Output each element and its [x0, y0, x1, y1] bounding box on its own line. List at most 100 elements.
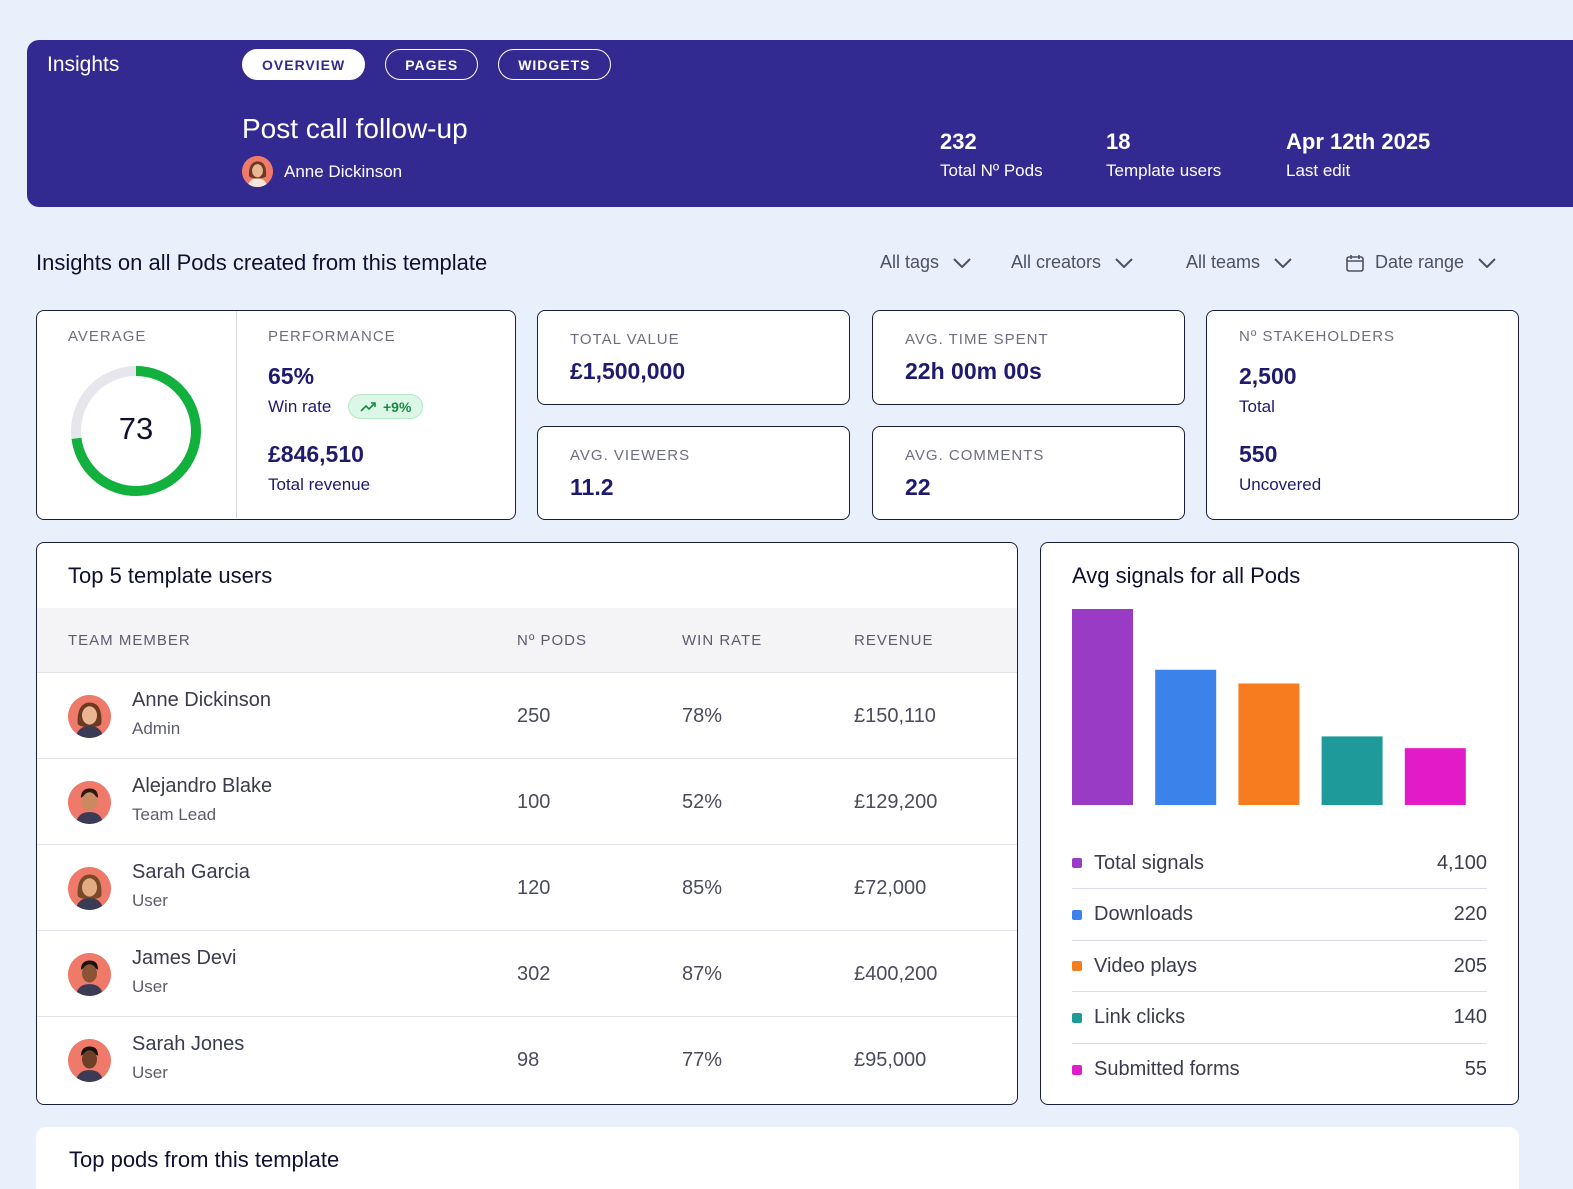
win-rate-delta-badge: +9% [348, 394, 424, 419]
legend-item: Link clicks 140 [1072, 993, 1487, 1044]
win-rate-value: 65% [268, 363, 315, 389]
legend-item: Submitted forms 55 [1072, 1044, 1487, 1095]
legend-swatch [1072, 858, 1082, 868]
signals-card: Avg signals for all Pods Total signals 4,… [1040, 542, 1519, 1105]
total-value-card: TOTAL VALUE £1,500,000 [537, 310, 850, 405]
legend-label: Video plays [1094, 954, 1198, 977]
chevron-down-icon [953, 257, 971, 268]
pods-cell: 100 [517, 791, 551, 813]
win-rate-cell: 87% [682, 963, 723, 985]
pods-cell: 120 [517, 877, 551, 899]
revenue-cell: £400,200 [854, 963, 938, 985]
top-pods-card: Top pods from this template [36, 1127, 1519, 1189]
revenue-cell: £150,110 [854, 705, 936, 727]
table-row[interactable]: Alejandro Blake Team Lead 100 52% £129,200 [37, 759, 1017, 845]
avg-comments-value: 22 [905, 474, 931, 500]
bar-link-clicks [1321, 736, 1383, 805]
legend-swatch [1072, 961, 1082, 971]
win-rate-cell: 77% [682, 1049, 723, 1071]
tab-overview[interactable]: OVERVIEW [242, 49, 366, 80]
bar-submitted-forms [1404, 748, 1466, 805]
legend-value: 55 [1464, 1058, 1487, 1080]
avatar [68, 867, 111, 910]
legend-value: 140 [1453, 1006, 1487, 1028]
divider [236, 311, 237, 518]
owner-avatar [242, 156, 273, 187]
avg-time-value: 22h 00m 00s [905, 358, 1042, 384]
filter-teams[interactable]: All teams [1186, 252, 1292, 273]
revenue-cell: £129,200 [854, 791, 938, 813]
legend-label: Link clicks [1094, 1006, 1186, 1028]
avatar [68, 1039, 111, 1082]
legend-label: Total signals [1094, 851, 1205, 874]
revenue-value: £846,510 [268, 441, 364, 467]
legend-item: Video plays 205 [1072, 941, 1487, 992]
revenue-cell: £95,000 [854, 1049, 927, 1071]
chevron-down-icon [1274, 257, 1292, 268]
revenue-cell: £72,000 [854, 877, 927, 899]
legend-swatch [1072, 1012, 1082, 1023]
stat-template-users: 18 Template users [1106, 129, 1222, 180]
member-role: Admin [132, 719, 181, 738]
filter-creators[interactable]: All creators [1011, 252, 1133, 273]
users-table-card: Top 5 template users TEAM MEMBER Nº PODS… [36, 542, 1018, 1105]
performance-card: AVERAGE 73 PERFORMANCE 65% Win rate +9% … [36, 310, 516, 520]
pods-cell: 302 [517, 963, 551, 985]
stat-total-pods: 232 Total Nº Pods [940, 129, 1043, 180]
win-rate-cell: 85% [682, 877, 723, 899]
bar-video-plays [1238, 683, 1300, 805]
member-name: Sarah Garcia [132, 861, 250, 883]
table-header: TEAM MEMBER Nº PODS WIN RATE REVENUE [37, 608, 1017, 673]
revenue-label: Total revenue [268, 475, 371, 494]
tab-pages[interactable]: PAGES [385, 49, 479, 80]
legend-item: Downloads 220 [1072, 890, 1487, 941]
stakeholders-total-value: 2,500 [1239, 363, 1297, 389]
top-pods-title: Top pods from this template [69, 1147, 340, 1172]
win-rate-label: Win rate [268, 397, 332, 416]
win-rate-cell: 78% [682, 705, 723, 727]
tab-widgets[interactable]: WIDGETS [498, 49, 611, 80]
chevron-down-icon [1478, 257, 1496, 268]
legend-label: Downloads [1094, 903, 1193, 925]
pods-cell: 250 [517, 705, 551, 727]
app-title: Insights [47, 53, 120, 76]
legend-value: 4,100 [1436, 851, 1487, 874]
table-row[interactable]: Sarah Jones User 98 77% £95,000 [37, 1017, 1017, 1103]
performance-label: PERFORMANCE [268, 328, 396, 345]
total-value: £1,500,000 [570, 358, 686, 384]
avg-time-card: AVG. TIME SPENT 22h 00m 00s [872, 310, 1185, 405]
pods-cell: 98 [517, 1049, 540, 1071]
avg-comments-card: AVG. COMMENTS 22 [872, 426, 1185, 520]
average-gauge [71, 366, 201, 496]
filter-date-range[interactable]: Date range [1346, 252, 1496, 273]
avatar [68, 953, 111, 996]
table-row[interactable]: Anne Dickinson Admin 250 78% £150,110 [37, 673, 1017, 759]
member-name: James Devi [132, 947, 237, 969]
legend-swatch [1072, 1064, 1082, 1075]
member-role: Team Lead [132, 805, 217, 824]
page-title: Post call follow-up [242, 113, 468, 144]
filter-tags[interactable]: All tags [880, 252, 971, 273]
legend-value: 205 [1453, 954, 1487, 977]
table-row[interactable]: Sarah Garcia User 120 85% £72,000 [37, 845, 1017, 931]
signals-bar-chart [1072, 609, 1466, 805]
win-rate-cell: 52% [682, 791, 723, 813]
avg-viewers-card: AVG. VIEWERS 11.2 [537, 426, 850, 520]
avatar [68, 781, 111, 824]
calendar-icon [1346, 254, 1364, 272]
trend-up-icon [360, 402, 376, 412]
table-row[interactable]: James Devi User 302 87% £400,200 [37, 931, 1017, 1017]
stat-last-edit: Apr 12th 2025 Last edit [1286, 129, 1431, 180]
owner-name: Anne Dickinson [284, 161, 403, 181]
member-name: Anne Dickinson [132, 689, 271, 711]
users-table-title: Top 5 template users [68, 563, 273, 588]
legend-value: 220 [1453, 903, 1487, 925]
section-title: Insights on all Pods created from this t… [36, 250, 488, 275]
header-banner: Insights OVERVIEW PAGES WIDGETS Post cal… [27, 40, 1573, 207]
legend-swatch [1072, 909, 1082, 920]
member-name: Sarah Jones [132, 1033, 245, 1055]
avatar [68, 695, 111, 738]
member-role: User [132, 1063, 168, 1082]
average-label: AVERAGE [68, 328, 147, 345]
tab-bar: OVERVIEW PAGES WIDGETS [242, 49, 611, 80]
